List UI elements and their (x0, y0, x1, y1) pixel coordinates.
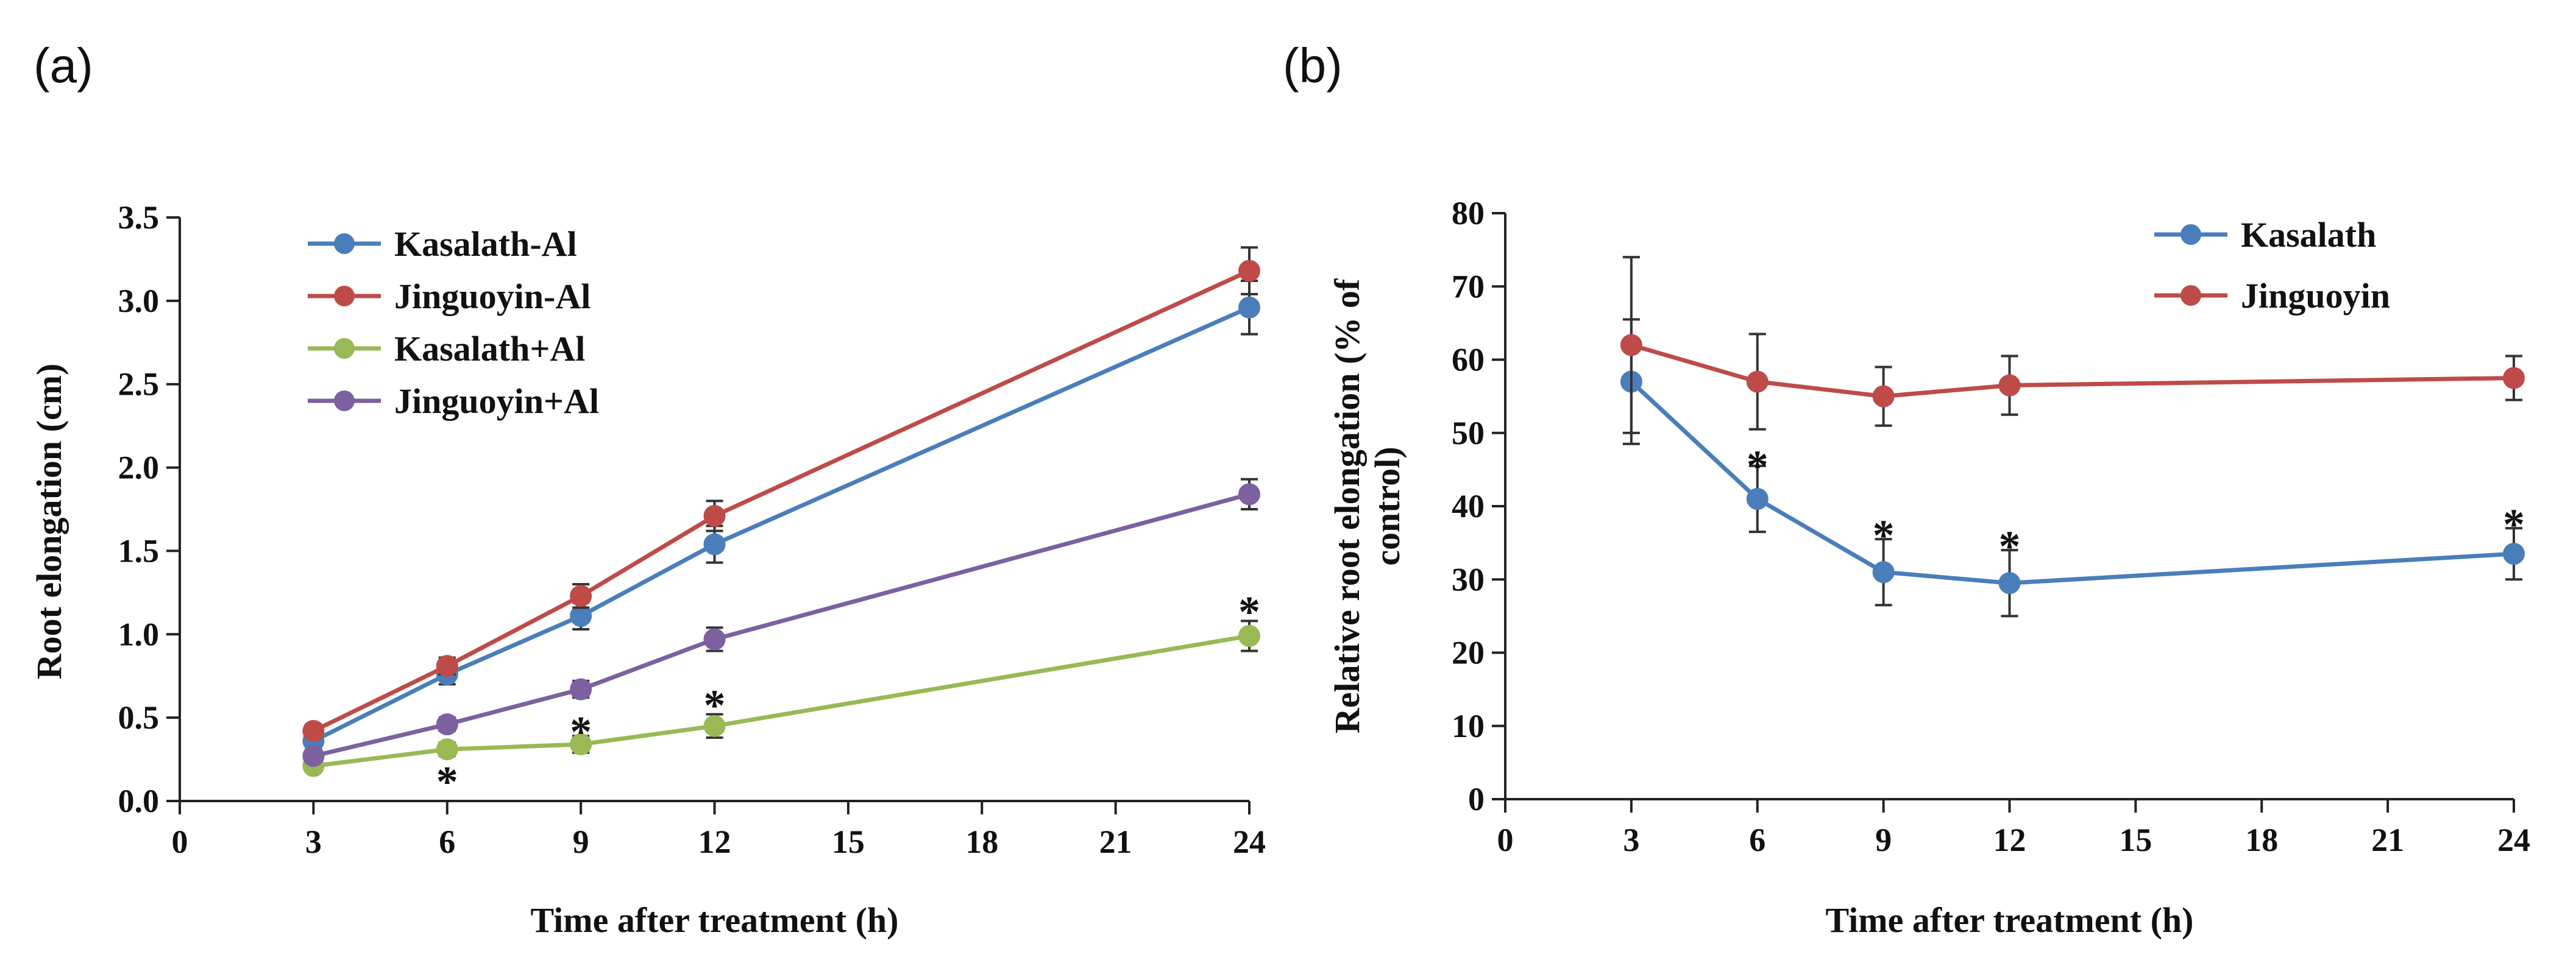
significance-star: * (570, 708, 592, 757)
y-tick-label: 0.5 (118, 699, 160, 736)
y-tick-label: 3.0 (118, 283, 160, 319)
legend-label: Kasalath-Al (394, 224, 577, 264)
y-tick-label: 1.0 (118, 616, 160, 652)
legend: Kasalath-Al Jinguoyin-Al Kasalath+Al Jinguo… (308, 224, 599, 421)
legend-marker (334, 233, 355, 254)
data-point (1872, 385, 1895, 408)
data-point (570, 585, 592, 607)
x-tick-label: 3 (1623, 822, 1639, 858)
data-point (2503, 367, 2525, 389)
x-tick-label: 6 (1749, 822, 1765, 858)
legend-marker (334, 338, 355, 359)
legend-label: Jinguoyin (2241, 276, 2390, 316)
x-axis-title: Time after treatment (h) (531, 900, 899, 940)
legend-marker (2180, 224, 2201, 245)
significance-star: * (1999, 522, 2021, 571)
series-kasalath-al (302, 619, 1260, 777)
series-jinguoyin (1620, 256, 2525, 434)
x-tick-label: 21 (2371, 822, 2404, 858)
series-jinguoyin-al (302, 478, 1260, 768)
legend-label: Kasalath (2241, 215, 2376, 255)
x-tick-label: 3 (305, 824, 322, 860)
x-tick-label: 18 (965, 824, 998, 860)
x-tick-label: 12 (1993, 822, 2026, 858)
significance-star: * (1873, 511, 1895, 560)
significance-star: * (1747, 442, 1769, 490)
legend-marker (334, 390, 355, 411)
data-point (1872, 561, 1895, 584)
y-tick-label: 2.0 (118, 450, 160, 486)
data-point (1998, 374, 2021, 397)
data-point (436, 655, 458, 677)
x-tick-label: 9 (1875, 822, 1892, 858)
x-tick-label: 15 (832, 824, 865, 860)
x-tick-label: 21 (1099, 824, 1132, 860)
data-point (2503, 543, 2525, 565)
y-tick-label: 30 (1452, 561, 1485, 598)
data-point (703, 504, 726, 527)
panel-label: (a) (34, 38, 93, 93)
x-tick-label: 6 (439, 824, 455, 860)
data-point (1238, 296, 1260, 319)
data-point (436, 713, 458, 736)
significance-star: * (2503, 500, 2525, 549)
y-tick-label: 70 (1452, 268, 1485, 305)
panel-label: (b) (1283, 38, 1343, 93)
y-tick-label: 0.0 (118, 783, 160, 819)
data-point (1620, 334, 1642, 356)
legend-label: Jinguoyin-Al (394, 277, 591, 316)
data-point (302, 745, 325, 768)
x-tick-label: 12 (698, 824, 731, 860)
y-tick-label: 10 (1452, 708, 1485, 744)
x-tick-label: 24 (1233, 824, 1266, 860)
y-axis-title-line: control) (1368, 446, 1407, 565)
legend-marker (2180, 285, 2201, 306)
data-point (703, 715, 726, 737)
y-tick-label: 3.5 (118, 199, 160, 236)
panel-b: (b) 0 10 20 30 40 50 60 70 80 0 3 6 9 12 15 18 21 24 Time a… (1283, 38, 2530, 940)
data-point (1746, 487, 1769, 510)
data-point (1746, 370, 1769, 393)
data-point (703, 628, 726, 651)
x-tick-label: 15 (2119, 822, 2152, 858)
y-tick-label: 40 (1452, 488, 1485, 524)
y-tick-label: 50 (1452, 415, 1485, 451)
x-tick-label: 0 (172, 824, 188, 860)
y-tick-label: 2.5 (118, 366, 160, 403)
data-point (1238, 625, 1260, 648)
x-axis-title: Time after treatment (h) (1826, 900, 2194, 940)
y-axis-title: Root elongation (cm) (29, 364, 69, 680)
data-point (436, 738, 458, 761)
data-point (1238, 259, 1260, 282)
data-point (570, 733, 592, 755)
data-point (570, 678, 592, 701)
x-tick-label: 18 (2245, 822, 2278, 858)
data-point (1998, 572, 2021, 595)
data-point (703, 533, 726, 556)
data-point (1238, 483, 1260, 506)
significance-star: * (704, 681, 726, 730)
x-tick-label: 9 (573, 824, 589, 860)
legend-label: Kasalath+Al (394, 329, 585, 369)
series-kasalath (1620, 318, 2525, 618)
series-jinguoyin-al (302, 246, 1260, 743)
x-tick-label: 24 (2497, 822, 2530, 858)
y-axis-title: Relative root elongation (% ofcontrol) (1327, 278, 1407, 733)
significance-star: * (1238, 588, 1260, 637)
y-tick-label: 1.5 (118, 532, 160, 569)
y-axis-title-line: Relative root elongation (% of (1327, 278, 1367, 733)
x-tick-label: 0 (1497, 822, 1514, 858)
y-tick-label: 60 (1452, 342, 1485, 378)
y-tick-label: 20 (1452, 635, 1485, 671)
panel-a: (a) 0.0 0.5 1.0 1.5 2.0 2.5 3.0 3.5 0 3 6 9 12 15 18 21 2… (29, 38, 1266, 940)
legend-label: Jinguoyin+Al (394, 381, 599, 421)
legend: Kasalath Jinguoyin (2154, 215, 2390, 316)
data-point (302, 720, 325, 743)
significance-star: * (436, 758, 458, 806)
y-tick-label: 0 (1468, 781, 1485, 817)
legend-marker (334, 286, 355, 306)
y-tick-label: 80 (1452, 195, 1485, 231)
